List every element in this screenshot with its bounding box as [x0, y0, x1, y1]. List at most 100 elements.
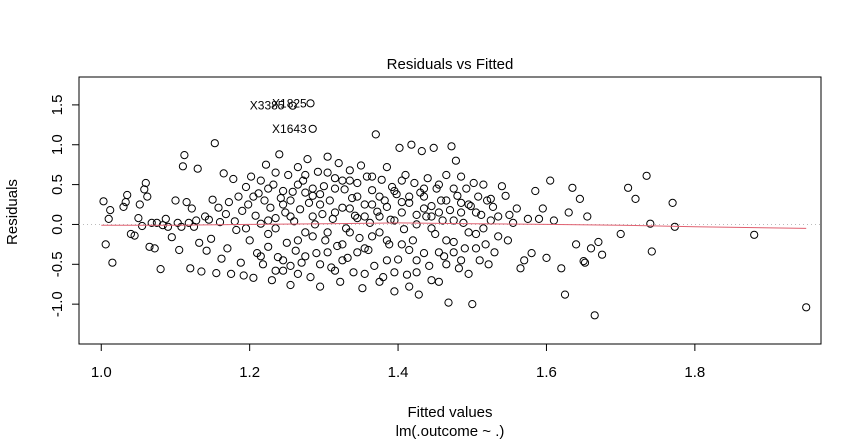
data-point	[497, 182, 506, 191]
data-point	[330, 208, 340, 217]
data-point	[296, 205, 305, 214]
data-point	[538, 204, 547, 213]
x-axis: 1.0 1.2 1.4 1.6 1.8	[91, 343, 705, 381]
data-point	[340, 185, 349, 194]
data-point	[358, 284, 367, 293]
data-point	[481, 240, 490, 249]
data-point	[371, 130, 380, 139]
data-point	[364, 245, 373, 255]
data-point	[616, 229, 625, 239]
data-point	[382, 236, 391, 245]
data-point	[336, 277, 345, 286]
data-point	[486, 194, 495, 203]
data-point	[99, 197, 108, 206]
data-point	[264, 229, 273, 239]
data-point	[325, 196, 334, 205]
data-point	[239, 271, 248, 280]
data-point	[333, 241, 342, 251]
data-point	[245, 236, 254, 245]
data-point	[301, 252, 310, 261]
data-point	[401, 170, 410, 180]
data-point	[444, 298, 453, 307]
data-point	[459, 218, 468, 227]
data-point	[469, 178, 478, 188]
data-point	[264, 216, 273, 225]
data-point	[425, 261, 434, 270]
data-point	[269, 180, 278, 189]
data-point	[412, 210, 421, 219]
data-point	[580, 258, 590, 267]
data-point	[408, 236, 417, 245]
data-point	[647, 247, 656, 256]
data-point	[284, 170, 293, 180]
data-point	[464, 228, 473, 237]
data-point	[397, 176, 406, 185]
data-point	[362, 172, 371, 181]
data-point	[390, 186, 399, 196]
data-point	[457, 256, 466, 265]
data-point	[256, 252, 265, 261]
plot-frame	[78, 76, 822, 345]
data-point	[186, 264, 195, 273]
data-point	[271, 214, 280, 223]
data-point	[501, 191, 510, 200]
data-point	[273, 253, 282, 262]
data-point	[343, 253, 352, 262]
data-point	[266, 203, 275, 212]
data-point	[560, 290, 570, 299]
data-point	[101, 240, 110, 249]
data-point	[471, 244, 481, 253]
data-point	[447, 142, 456, 151]
data-point	[286, 196, 295, 205]
data-point	[449, 216, 458, 225]
data-point	[462, 184, 471, 193]
data-point	[267, 276, 276, 285]
data-point	[490, 248, 499, 257]
data-point	[184, 218, 193, 227]
data-point	[453, 191, 462, 200]
data-point	[293, 269, 302, 278]
data-point	[572, 240, 581, 249]
data-point	[258, 260, 268, 269]
data-point	[457, 198, 466, 207]
data-point	[390, 287, 399, 296]
data-point	[405, 282, 414, 291]
x-tick-label: 1.8	[684, 364, 705, 381]
data-point	[106, 206, 115, 215]
data-point	[334, 159, 343, 168]
data-point	[484, 260, 493, 269]
data-point	[542, 253, 551, 262]
data-point	[141, 178, 150, 188]
data-point	[178, 162, 187, 171]
data-point	[370, 261, 379, 270]
data-point	[454, 264, 463, 273]
data-point	[308, 191, 317, 200]
data-point	[195, 238, 204, 247]
data-point	[432, 184, 441, 193]
data-point	[479, 224, 488, 233]
data-point	[104, 214, 113, 223]
data-point	[440, 252, 449, 261]
data-point	[368, 186, 377, 195]
data-point	[108, 258, 117, 267]
data-point	[488, 202, 498, 211]
data-point	[308, 232, 317, 241]
data-point	[417, 147, 426, 156]
data-point	[249, 273, 258, 282]
data-point	[471, 229, 481, 239]
data-point	[145, 242, 154, 251]
data-point	[397, 240, 406, 249]
data-point	[234, 192, 243, 201]
data-point	[348, 194, 357, 203]
data-point	[419, 249, 429, 258]
data-point	[594, 237, 603, 247]
data-point	[271, 168, 280, 177]
data-point	[419, 192, 429, 201]
data-point	[338, 176, 347, 185]
data-point	[241, 224, 251, 233]
data-point	[586, 244, 596, 253]
data-point	[434, 180, 443, 189]
data-point	[130, 231, 139, 240]
data-point	[293, 163, 302, 172]
